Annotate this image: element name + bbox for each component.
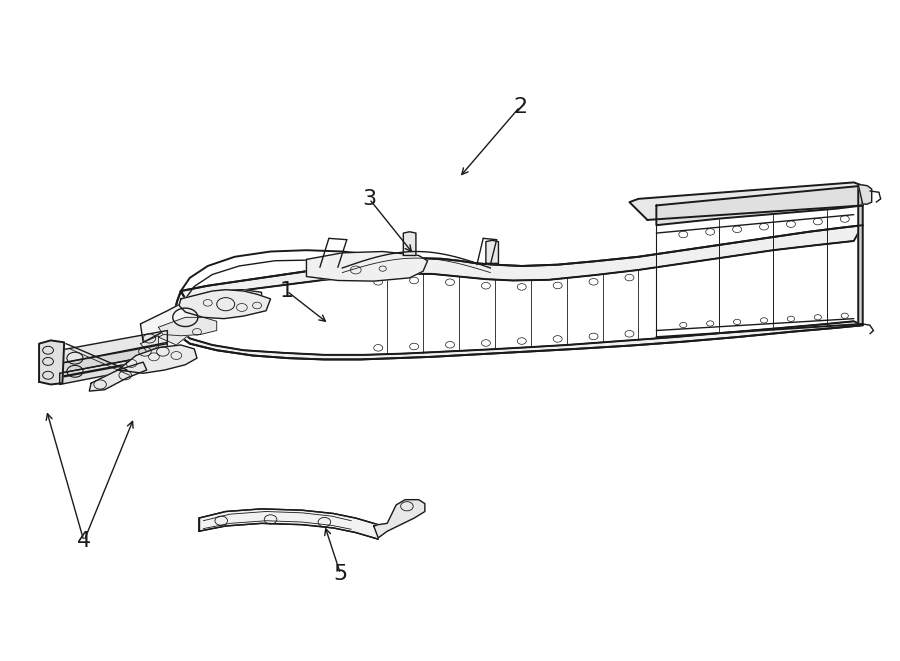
Polygon shape bbox=[174, 291, 863, 360]
Polygon shape bbox=[486, 241, 499, 263]
Polygon shape bbox=[403, 232, 416, 255]
Text: 2: 2 bbox=[513, 97, 527, 117]
Text: 1: 1 bbox=[280, 281, 293, 301]
Polygon shape bbox=[140, 336, 158, 352]
Text: 4: 4 bbox=[76, 531, 91, 551]
Polygon shape bbox=[140, 290, 262, 342]
Polygon shape bbox=[179, 290, 271, 319]
Polygon shape bbox=[374, 500, 425, 538]
Polygon shape bbox=[118, 345, 197, 373]
Polygon shape bbox=[59, 330, 167, 364]
Polygon shape bbox=[306, 252, 427, 281]
Text: 5: 5 bbox=[333, 564, 347, 584]
Polygon shape bbox=[656, 186, 863, 225]
Polygon shape bbox=[199, 509, 378, 539]
Polygon shape bbox=[859, 186, 863, 325]
Polygon shape bbox=[629, 182, 863, 220]
Polygon shape bbox=[181, 225, 863, 299]
Polygon shape bbox=[39, 340, 64, 385]
Polygon shape bbox=[158, 317, 217, 336]
Text: 3: 3 bbox=[362, 189, 376, 209]
Polygon shape bbox=[59, 344, 167, 373]
Polygon shape bbox=[859, 184, 872, 204]
Polygon shape bbox=[59, 358, 140, 385]
Polygon shape bbox=[158, 324, 194, 345]
Polygon shape bbox=[89, 362, 147, 391]
